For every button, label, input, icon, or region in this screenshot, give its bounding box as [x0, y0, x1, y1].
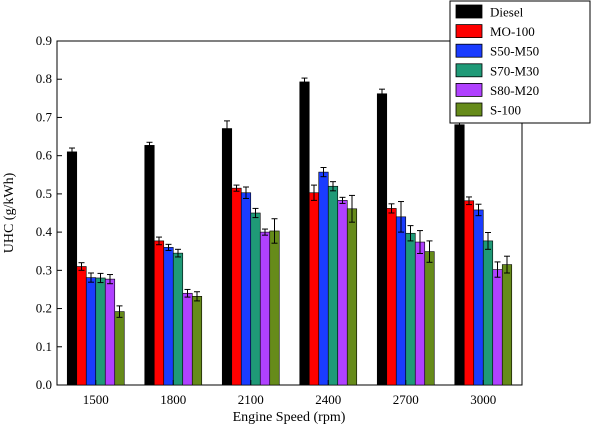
- bars-layer: [66, 77, 513, 386]
- legend-label: S-100: [490, 103, 521, 118]
- bar: [231, 187, 242, 386]
- y-tick-label: 0.4: [36, 224, 53, 239]
- x-tick-label: 2700: [393, 392, 419, 407]
- x-tick-label: 1800: [160, 392, 186, 407]
- legend-label: S80-M20: [490, 83, 539, 98]
- bar: [182, 292, 193, 386]
- bar: [346, 208, 358, 386]
- bar: [473, 209, 484, 386]
- legend: Diesel MO-100 S50-M50 S70-M30 S80-M20 S-100: [449, 0, 591, 124]
- bar: [405, 232, 416, 386]
- legend-swatch: [455, 102, 483, 117]
- x-axis: 1500 1800 2100 2400 2700 3000: [83, 380, 496, 407]
- y-axis: 0.0 0.1 0.2 0.3 0.4 0.5 0.6 0.7 0.8 0.9: [36, 33, 62, 392]
- legend-swatch: [455, 4, 483, 19]
- bar: [482, 240, 494, 386]
- legend-label: S70-M30: [490, 63, 539, 78]
- x-tick-label: 2400: [315, 392, 341, 407]
- bar: [163, 247, 174, 386]
- x-axis-title: Engine Speed (rpm): [233, 410, 346, 425]
- bar: [299, 81, 310, 386]
- x-tick-label: 1500: [83, 392, 109, 407]
- bar: [114, 311, 125, 386]
- bar: [191, 296, 203, 386]
- bar: [308, 192, 320, 386]
- y-tick-label: 0.2: [36, 301, 52, 316]
- y-tick-label: 0.6: [36, 148, 53, 163]
- bar: [250, 212, 261, 386]
- bar: [376, 93, 388, 386]
- legend-swatch: [455, 63, 483, 78]
- y-tick-label: 0.3: [36, 262, 52, 277]
- bar: [144, 145, 155, 386]
- bar: [76, 266, 87, 386]
- bar: [424, 251, 435, 386]
- bar: [172, 252, 184, 386]
- bar: [327, 185, 339, 386]
- y-tick-label: 0.7: [36, 109, 53, 124]
- bar: [414, 241, 426, 386]
- bar: [318, 171, 329, 386]
- bar: [463, 200, 475, 386]
- legend-swatch: [455, 43, 483, 58]
- y-tick-label: 0.8: [36, 71, 52, 86]
- bar: [269, 230, 280, 386]
- legend-label: S50-M50: [490, 44, 539, 59]
- bar: [454, 124, 465, 386]
- bar: [501, 264, 513, 386]
- legend-label: Diesel: [490, 5, 524, 20]
- bar: [337, 200, 348, 386]
- y-tick-label: 0.0: [36, 377, 52, 392]
- bar: [104, 278, 116, 386]
- y-axis-title: UHC (g/kWh): [2, 172, 17, 253]
- legend-swatch: [455, 83, 483, 97]
- bar: [240, 192, 252, 386]
- y-tick-label: 0.1: [36, 339, 52, 354]
- legend-swatch: [455, 24, 483, 39]
- bar: [395, 216, 407, 386]
- x-tick-label: 3000: [470, 392, 496, 407]
- bar: [153, 240, 165, 386]
- bar: [492, 269, 503, 386]
- x-tick-label: 2100: [238, 392, 264, 407]
- bar: [259, 231, 271, 386]
- legend-label: MO-100: [490, 24, 535, 39]
- plot-frame: [56, 40, 523, 386]
- bar: [66, 151, 78, 386]
- bar: [386, 208, 397, 386]
- bar: [95, 277, 106, 386]
- bar: [221, 128, 233, 386]
- bar: [85, 277, 97, 386]
- y-tick-label: 0.9: [36, 33, 52, 48]
- y-tick-label: 0.5: [36, 186, 52, 201]
